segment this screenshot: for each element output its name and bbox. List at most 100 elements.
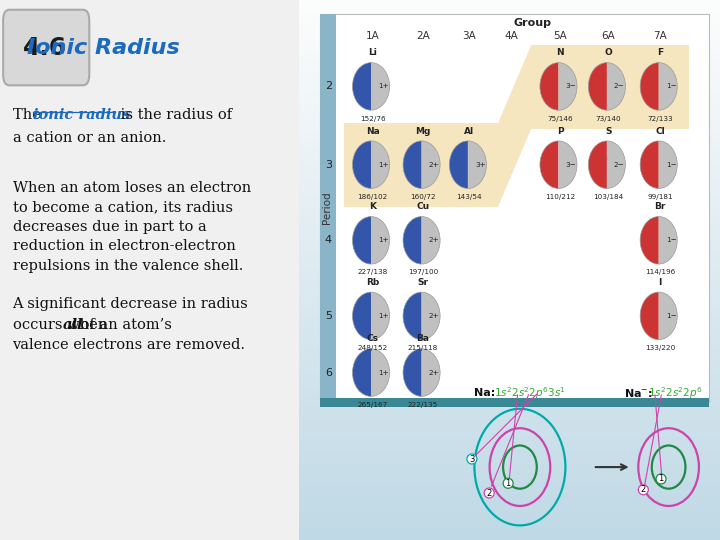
Bar	[299, 9, 720, 14]
Text: $1s^{2}2s^{2}2p^{6}3s^{1}$: $1s^{2}2s^{2}2p^{6}3s^{1}$	[494, 385, 566, 401]
Text: When an atom loses an electron
to become a cation, its radius
decreases due in p: When an atom loses an electron to become…	[12, 181, 251, 273]
Text: 2: 2	[325, 82, 332, 91]
Text: 6: 6	[325, 368, 332, 377]
Wedge shape	[640, 141, 659, 188]
Bar	[299, 306, 720, 310]
Wedge shape	[422, 349, 440, 396]
Bar	[299, 166, 720, 171]
Bar	[299, 90, 720, 94]
Text: 72/133: 72/133	[647, 116, 673, 122]
Bar	[344, 123, 498, 207]
Bar	[299, 40, 720, 45]
Wedge shape	[640, 63, 659, 110]
Wedge shape	[353, 292, 371, 340]
Text: 160/72: 160/72	[410, 194, 436, 200]
Text: A significant decrease in radius: A significant decrease in radius	[12, 297, 248, 311]
Bar	[299, 297, 720, 301]
Text: Na$^{-}$:: Na$^{-}$:	[624, 387, 653, 399]
Bar	[299, 202, 720, 207]
Text: Ionic Radius: Ionic Radius	[27, 37, 180, 58]
Bar	[299, 392, 720, 396]
Bar	[299, 36, 720, 40]
Text: 2+: 2+	[428, 161, 439, 168]
Text: 1−: 1−	[666, 83, 677, 90]
Wedge shape	[640, 292, 659, 340]
Bar	[299, 135, 720, 139]
Bar	[299, 500, 720, 504]
Bar	[299, 351, 720, 355]
Text: Br: Br	[654, 202, 666, 211]
Bar	[299, 288, 720, 293]
Text: Li: Li	[368, 48, 377, 57]
Text: Group: Group	[513, 18, 552, 28]
Bar	[299, 513, 720, 517]
Wedge shape	[371, 349, 390, 396]
Text: 143/54: 143/54	[456, 194, 482, 200]
Bar	[299, 45, 720, 50]
Bar	[299, 477, 720, 482]
Text: 4.6: 4.6	[23, 36, 68, 59]
Wedge shape	[449, 141, 468, 188]
Bar	[299, 108, 720, 112]
Text: K: K	[369, 202, 376, 211]
Bar	[299, 509, 720, 513]
Bar	[299, 324, 720, 328]
Bar	[299, 139, 720, 144]
Text: Sr: Sr	[418, 278, 428, 287]
Text: 2A: 2A	[416, 31, 430, 41]
Bar	[299, 531, 720, 536]
Text: 152/76: 152/76	[360, 116, 385, 122]
Text: 3: 3	[469, 455, 474, 463]
Text: 2+: 2+	[428, 313, 439, 319]
Bar	[299, 176, 720, 180]
Bar	[299, 18, 720, 23]
Bar	[299, 131, 720, 135]
Bar	[299, 428, 720, 432]
Bar	[320, 14, 709, 402]
Wedge shape	[588, 141, 607, 188]
Text: 1−: 1−	[666, 161, 677, 168]
Text: 248/152: 248/152	[357, 345, 387, 351]
Bar	[299, 387, 720, 392]
Wedge shape	[540, 63, 559, 110]
Wedge shape	[659, 141, 678, 188]
Bar	[299, 396, 720, 401]
Bar	[299, 270, 720, 274]
Text: 1+: 1+	[378, 161, 389, 168]
Text: 3A: 3A	[462, 31, 476, 41]
Bar	[299, 104, 720, 108]
Text: The: The	[12, 108, 45, 122]
Text: 103/184: 103/184	[593, 194, 624, 200]
Text: O: O	[605, 48, 612, 57]
Bar	[299, 463, 720, 468]
Bar	[299, 77, 720, 81]
Bar	[299, 14, 720, 18]
Bar	[299, 126, 720, 131]
FancyBboxPatch shape	[3, 10, 89, 85]
Bar	[299, 212, 720, 216]
Bar	[299, 85, 720, 90]
Bar	[299, 63, 720, 68]
Text: Ba: Ba	[417, 334, 430, 343]
Text: 2+: 2+	[428, 237, 439, 244]
Text: all: all	[63, 318, 83, 332]
Text: 2: 2	[487, 489, 492, 497]
Wedge shape	[607, 141, 626, 188]
Wedge shape	[403, 349, 422, 396]
Text: $1s^{2}2s^{2}2p^{6}$: $1s^{2}2s^{2}2p^{6}$	[647, 385, 702, 401]
Text: I: I	[659, 278, 662, 287]
Text: Cu: Cu	[416, 202, 430, 211]
Bar	[299, 23, 720, 27]
Text: 5A: 5A	[553, 31, 567, 41]
Bar	[299, 122, 720, 126]
Bar	[299, 293, 720, 297]
Bar	[299, 274, 720, 279]
Wedge shape	[659, 292, 678, 340]
Wedge shape	[468, 141, 487, 188]
Bar	[299, 261, 720, 266]
Bar	[299, 495, 720, 500]
Text: F: F	[657, 48, 663, 57]
Wedge shape	[403, 292, 422, 340]
Text: 1−: 1−	[666, 237, 677, 244]
Bar	[299, 490, 720, 495]
